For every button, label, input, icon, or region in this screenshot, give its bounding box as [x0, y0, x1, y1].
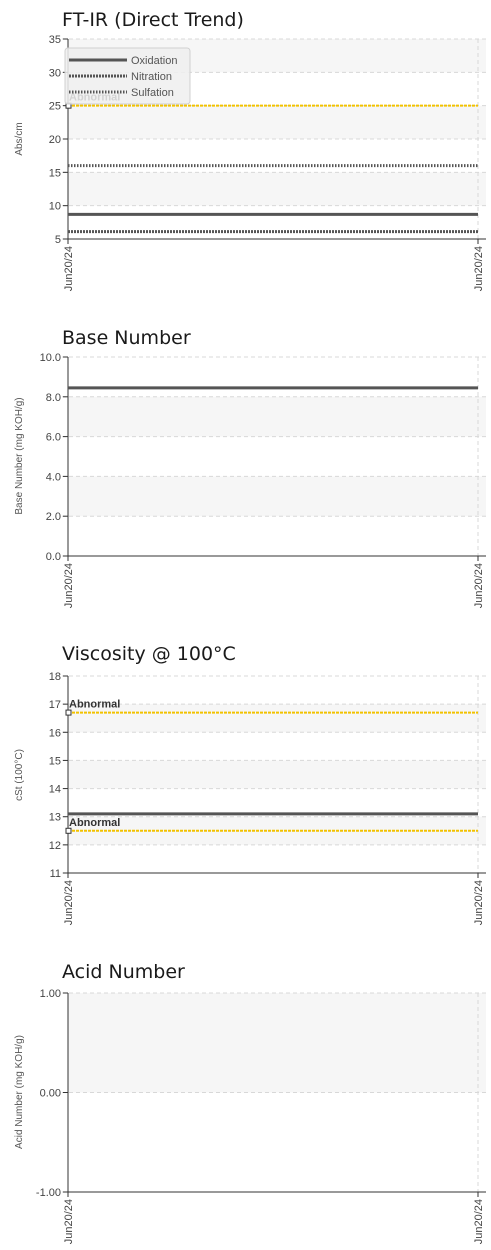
x-tick-label: Jun20/24: [63, 880, 75, 925]
legend-label: Nitration: [131, 71, 172, 83]
y-tick-label: 18: [49, 671, 61, 683]
y-tick-label: 35: [49, 34, 61, 46]
y-tick-label: 2.0: [46, 511, 61, 523]
y-tick-label: 13: [49, 812, 61, 824]
x-tick-label: Jun20/24: [473, 563, 485, 608]
plot-band: [68, 993, 486, 1093]
viscosity-panel: Viscosity @ 100°C 11 12 13 14 15 16 17 18 Jun20/…: [14, 643, 486, 925]
limit-marker: [65, 709, 72, 716]
ftir-chart: 5101520253035Jun20/24Jun20/24Abs/cmAbnor…: [14, 34, 486, 291]
legend-box: [64, 47, 191, 105]
y-tick-label: 25: [49, 101, 61, 113]
x-tick-label: Jun20/24: [473, 246, 485, 291]
y-tick-label: 17: [49, 699, 61, 711]
y-axis-label: Acid Number (mg KOH/g): [14, 1035, 25, 1149]
y-tick-label: 4.0: [46, 471, 61, 483]
viscosity-chart: 11 12 13 14 15 16 17 18 Jun20/24 Jun20/24 cSt (100…: [14, 671, 486, 925]
y-tick-label: 0.0: [46, 551, 61, 563]
y-tick-label: 0.00: [40, 1088, 61, 1100]
x-tick-label: Jun20/24: [473, 1199, 485, 1244]
acid-number-chart-title: Acid Number: [62, 961, 185, 983]
legend-label: Oxidation: [131, 55, 177, 67]
limit-label: Abnormal: [69, 699, 120, 711]
y-tick-label: 5: [55, 234, 61, 246]
y-tick-label: 10: [49, 201, 61, 213]
viscosity-chart-title: Viscosity @ 100°C: [62, 643, 236, 665]
base-number-chart: 0.0 2.0 4.0 6.0 8.0 10.0 Jun20/24 Jun20/24 Base …: [14, 352, 486, 608]
y-tick-label: 8.0: [46, 392, 61, 404]
plot-band: [68, 760, 486, 789]
x-tick-label: Jun20/24: [473, 880, 485, 925]
y-tick-label: 30: [49, 67, 61, 79]
x-tick-label: Jun20/24: [63, 246, 75, 291]
plot-band: [68, 105, 486, 139]
ftir-panel: FT-IR (Direct Trend) 5 10 15 20 25 30 35 Jun20/…: [0, 0, 491, 300]
ftir-chart-title: FT-IR (Direct Trend): [62, 9, 244, 31]
y-tick-label: 20: [49, 134, 61, 146]
plot-band: [68, 704, 486, 733]
plot-band: [68, 396, 486, 437]
plot-band: [68, 172, 486, 206]
y-tick-label: 1.00: [40, 988, 61, 1000]
y-tick-label: 15: [49, 167, 61, 179]
y-tick-label: 14: [49, 784, 61, 796]
y-tick-label: -1.00: [36, 1187, 61, 1199]
base-number-chart-title: Base Number: [62, 327, 191, 349]
y-tick-label: 15: [49, 755, 61, 767]
x-tick-label: Jun20/24: [63, 1199, 75, 1244]
y-tick-label: 10.0: [40, 352, 61, 364]
y-axis-label: Base Number (mg KOH/g): [14, 397, 25, 514]
y-axis-label: cSt (100°C): [14, 749, 25, 801]
limit-marker: [65, 827, 72, 834]
x-tick-label: Jun20/24: [63, 563, 75, 608]
base-number-panel: Base Number 0.0 2.0 4.0 6.0 8.0 10.0 Jun20/24 J…: [14, 327, 486, 608]
plot-band: [68, 476, 486, 517]
y-tick-label: 12: [49, 840, 61, 852]
limit-label: Abnormal: [69, 817, 120, 829]
y-tick-label: 16: [49, 727, 61, 739]
legend-label: Sulfation: [131, 87, 174, 99]
y-tick-label: 6.0: [46, 432, 61, 444]
y-tick-label: 11: [50, 868, 61, 880]
y-axis-label: Abs/cm: [14, 122, 25, 155]
